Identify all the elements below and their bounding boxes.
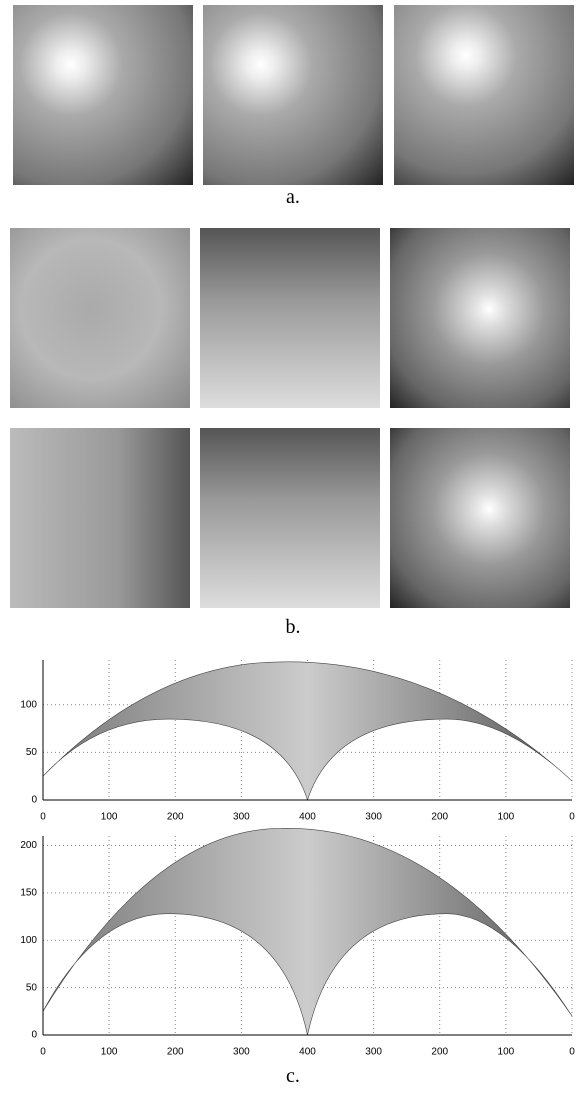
x-tick-label: 200 (431, 812, 448, 823)
y-tick-label: 0 (31, 795, 37, 806)
x-tick-label: 100 (101, 1047, 118, 1058)
image (390, 428, 570, 608)
x-tick-label: 300 (365, 812, 382, 823)
y-tick-label: 150 (20, 887, 37, 898)
y-tick-label: 0 (31, 1030, 37, 1041)
y-tick-label: 200 (20, 840, 37, 851)
x-tick-label: 200 (167, 1047, 184, 1058)
image (394, 5, 574, 185)
image (10, 228, 190, 408)
x-tick-label: 300 (233, 812, 250, 823)
panel-label: a. (286, 186, 300, 208)
x-tick-label: 200 (431, 1047, 448, 1058)
surface (42, 828, 573, 1036)
x-tick-label: 300 (233, 1047, 250, 1058)
image (203, 5, 383, 185)
y-tick-label: 100 (20, 935, 37, 946)
x-tick-label: 0 (40, 1047, 46, 1058)
surface (42, 661, 573, 801)
y-tick-label: 50 (26, 747, 38, 758)
x-tick-label: 200 (167, 812, 184, 823)
image (200, 428, 380, 608)
y-tick-label: 100 (20, 699, 37, 710)
x-tick-label: 0 (569, 1047, 575, 1058)
x-tick-label: 100 (498, 812, 515, 823)
x-tick-label: 400 (299, 1047, 316, 1058)
y-tick-label: 50 (26, 982, 38, 993)
image (13, 5, 193, 185)
panel-label: b. (285, 616, 301, 638)
x-tick-label: 0 (569, 812, 575, 823)
panel-label: c. (286, 1065, 300, 1087)
x-tick-label: 0 (40, 812, 46, 823)
x-tick-label: 100 (498, 1047, 515, 1058)
image (10, 428, 190, 608)
x-tick-label: 300 (365, 1047, 382, 1058)
x-tick-label: 400 (299, 812, 316, 823)
x-tick-label: 100 (101, 812, 118, 823)
image (390, 228, 570, 408)
image (200, 228, 380, 408)
